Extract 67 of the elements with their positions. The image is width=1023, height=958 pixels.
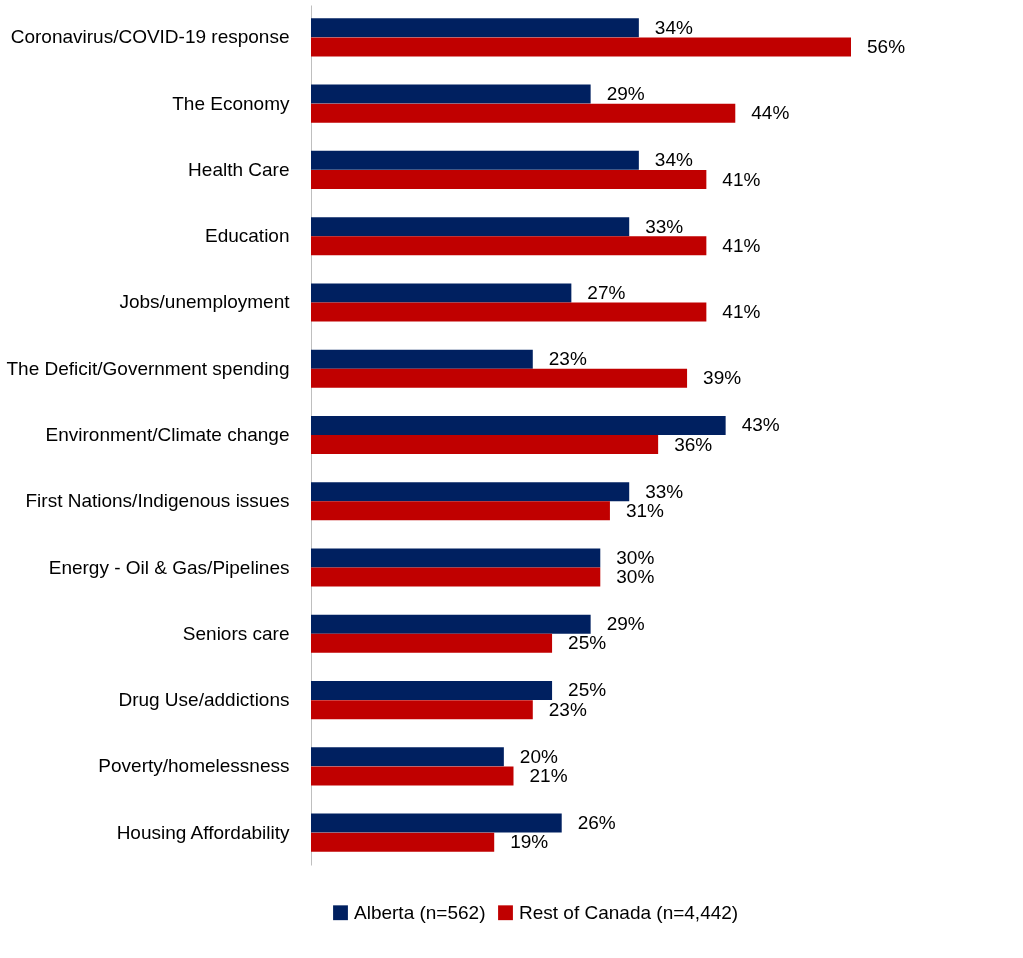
- bar: [311, 567, 601, 587]
- data-label: 27%: [587, 281, 626, 303]
- data-label: 23%: [548, 698, 587, 720]
- y-tick-label: Energy - Oil & Gas/Pipelines: [48, 556, 290, 578]
- bar: [311, 747, 504, 767]
- data-label: 56%: [867, 36, 906, 58]
- bar: [311, 236, 707, 256]
- data-label: 34%: [654, 149, 693, 171]
- data-label: 30%: [616, 566, 655, 588]
- bar: [311, 415, 726, 435]
- bar: [311, 37, 851, 57]
- bar: [311, 283, 572, 303]
- data-label: 36%: [674, 433, 713, 455]
- data-label: 34%: [654, 16, 693, 38]
- y-tick-label: Seniors care: [182, 622, 290, 644]
- y-tick-label: Education: [204, 225, 290, 247]
- y-tick-label: Health Care: [188, 158, 290, 180]
- data-label: 20%: [519, 745, 558, 767]
- data-label: 30%: [616, 546, 655, 568]
- bar: [311, 700, 533, 720]
- y-tick-label: Jobs/unemployment: [119, 291, 291, 313]
- y-tick-label: Coronavirus/COVID-19 response: [10, 26, 290, 48]
- data-label: 33%: [645, 480, 684, 502]
- data-label: 19%: [510, 831, 549, 853]
- y-tick-label: Environment/Climate change: [45, 424, 290, 445]
- bar: [311, 349, 533, 369]
- bar: [311, 482, 630, 502]
- bar: [311, 832, 495, 852]
- data-label: 44%: [751, 102, 790, 124]
- bar: [311, 302, 707, 322]
- y-tick-label: The Deficit/Government spending: [6, 357, 290, 379]
- bar: [311, 680, 553, 700]
- bar: [311, 548, 601, 568]
- bar: [311, 368, 688, 388]
- data-label: 41%: [722, 168, 761, 190]
- data-label: 26%: [577, 811, 616, 833]
- y-tick-label: Drug Use/addictions: [118, 689, 290, 711]
- legend-label: Rest of Canada (n=4,442): [519, 901, 739, 923]
- bar: [311, 501, 610, 521]
- data-label: 39%: [703, 367, 742, 389]
- data-label: 25%: [568, 632, 607, 654]
- bar: [311, 150, 639, 170]
- bar: [311, 217, 630, 237]
- data-label: 25%: [568, 679, 607, 701]
- data-label: 33%: [645, 215, 684, 237]
- bar: [311, 170, 707, 190]
- data-label: 31%: [625, 499, 665, 521]
- y-tick-label: The Economy: [172, 92, 290, 114]
- data-label: 41%: [722, 301, 761, 323]
- data-label: 21%: [529, 764, 568, 786]
- data-label: 29%: [606, 83, 645, 105]
- data-label: 23%: [548, 348, 587, 370]
- y-tick-label: Housing Affordability: [116, 821, 290, 843]
- data-label: 43%: [741, 414, 780, 436]
- bar: [311, 435, 659, 455]
- bar: [311, 18, 639, 38]
- y-tick-label: First Nations/Indigenous issues: [25, 490, 290, 512]
- bar: [311, 766, 514, 786]
- bar: [311, 84, 591, 104]
- bar: [311, 633, 553, 653]
- data-label: 29%: [606, 613, 645, 635]
- legend-label: Alberta (n=562): [354, 901, 486, 923]
- bar: [311, 813, 562, 833]
- data-label: 41%: [722, 234, 761, 256]
- bar: [311, 103, 736, 123]
- bar: [311, 614, 591, 634]
- y-tick-label: Poverty/homelessness: [98, 755, 290, 777]
